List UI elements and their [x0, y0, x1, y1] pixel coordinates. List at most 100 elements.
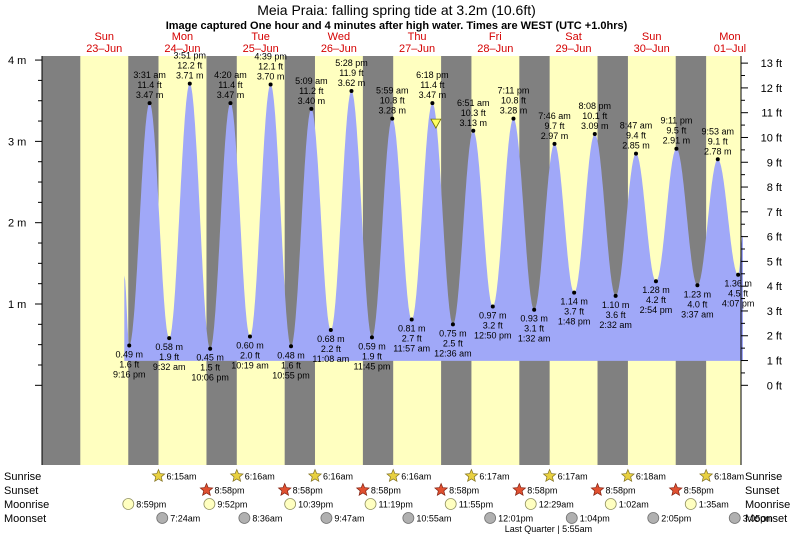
high-tide-time: 3:31 am: [133, 70, 166, 80]
moonset-icon: [647, 512, 660, 524]
low-tide-height-m: 1.28 m: [642, 285, 670, 295]
moonset-icon: [402, 512, 415, 524]
high-tide-time: 7:11 pm: [498, 86, 530, 96]
low-tide-height-ft: 1.9 ft: [159, 352, 180, 362]
high-tide-height-m: 3.47 m: [136, 90, 164, 100]
moonrise-time: 12:29am: [539, 500, 574, 510]
y-axis-left: 1 m 2 m 3 m 4 m: [8, 55, 43, 465]
y-tick-label-m: 1 m: [8, 299, 26, 311]
low-tide-time: 12:36 am: [434, 348, 472, 358]
low-tide-height-m: 1.36 m: [724, 279, 752, 289]
high-tide-time: 5:09 am: [295, 76, 328, 86]
y-tick-label-ft: 3 ft: [767, 306, 782, 318]
daylight-band: [80, 56, 129, 465]
row-label-left: Moonset: [4, 513, 46, 525]
high-tide-height-ft: 9.1 ft: [708, 136, 729, 146]
low-tide-time: 1:32 am: [518, 334, 551, 344]
day-date: 23–Jun: [86, 43, 122, 55]
y-tick-label-ft: 1 ft: [767, 356, 782, 368]
low-tide-height-ft: 2.0 ft: [240, 351, 261, 361]
sunset-icon: [355, 482, 370, 497]
low-tide-point: [572, 290, 577, 295]
moonrise-time: 1:35am: [699, 500, 729, 510]
high-tide-point: [715, 157, 720, 162]
low-tide-height-ft: 2.2 ft: [321, 344, 342, 354]
moonrise-icon: [524, 498, 537, 510]
low-tide-height-ft: 4.5 ft: [728, 289, 749, 299]
moonset-time: 3:05pm: [743, 514, 773, 524]
sunrise-icon: [620, 468, 635, 483]
high-tide-point: [592, 132, 597, 137]
low-tide-time: 10:55 pm: [272, 370, 310, 380]
day-date: 28–Jun: [477, 43, 513, 55]
day-date: 29–Jun: [555, 43, 591, 55]
high-tide-height-ft: 11.4 ft: [218, 80, 243, 90]
moonset-icon: [484, 512, 497, 524]
sunset-time: 8:58pm: [527, 486, 557, 496]
chart-title: Meia Praia: falling spring tide at 3.2m …: [257, 2, 536, 18]
moonrise-icon: [203, 498, 216, 510]
high-tide-height-m: 2.85 m: [622, 141, 650, 151]
high-tide-height-ft: 9.7 ft: [544, 121, 565, 131]
sunset-time: 8:58pm: [606, 486, 636, 496]
moonset-time: 8:36am: [252, 514, 282, 524]
y-axis-right: 0 ft 1 ft 2 ft 3 ft 4 ft 5 ft 6 ft 7 ft 8 ft 9 ft…: [740, 56, 782, 465]
high-tide-point: [349, 88, 354, 93]
moonrise-icon: [604, 498, 617, 510]
row-label-right: Moonset: [745, 513, 787, 525]
low-tide-height-m: 1.14 m: [560, 297, 588, 307]
low-tide-height-ft: 3.6 ft: [606, 310, 627, 320]
low-tide-height-ft: 2.7 ft: [402, 333, 423, 343]
y-tick-label-ft: 5 ft: [767, 256, 782, 268]
moonset-time: 7:24am: [170, 514, 200, 524]
low-tide-point: [409, 317, 414, 322]
sunset-time: 8:58pm: [371, 486, 401, 496]
high-tide-time: 6:18 pm: [416, 70, 449, 80]
high-tide-height-ft: 11.9 ft: [339, 68, 364, 78]
high-tide-height-m: 3.09 m: [581, 121, 609, 131]
low-tide-time: 2:54 pm: [640, 305, 673, 315]
moonrise-time: 10:39pm: [298, 500, 333, 510]
low-tide-height-m: 0.93 m: [520, 314, 548, 324]
sunset-icon: [668, 482, 683, 497]
day-name: Sat: [565, 31, 582, 43]
high-tide-point: [390, 116, 395, 121]
low-tide-point: [247, 334, 252, 339]
low-tide-point: [653, 279, 658, 284]
row-label-right: Sunrise: [745, 471, 782, 483]
low-tide-point: [490, 304, 495, 309]
y-tick-label-ft: 0 ft: [767, 380, 782, 392]
low-tide-time: 10:19 am: [231, 361, 269, 371]
y-tick-label-ft: 4 ft: [767, 281, 782, 293]
high-tide-time: 5:28 pm: [335, 58, 368, 68]
high-tide-height-ft: 11.4 ft: [420, 80, 445, 90]
high-tide-height-ft: 9.5 ft: [666, 126, 687, 136]
day-headers: Sun23–JunMon24–JunTue25–JunWed26–JunThu2…: [86, 31, 746, 55]
moonrise-time: 8:59pm: [136, 500, 166, 510]
low-tide-time: 11:57 am: [393, 343, 430, 353]
day-date: 25–Jun: [243, 43, 279, 55]
moonset-icon: [156, 512, 169, 524]
high-tide-point: [187, 81, 192, 86]
low-tide-point: [613, 293, 618, 298]
low-tide-time: 9:16 pm: [113, 369, 146, 379]
low-tide-point: [289, 344, 294, 349]
y-tick-label-ft: 13 ft: [761, 58, 782, 70]
high-tide-time: 9:53 am: [702, 126, 735, 136]
low-tide-height-ft: 3.7 ft: [564, 307, 585, 317]
moon-phase-label: Last Quarter | 5:55am: [505, 524, 592, 534]
low-tide-point: [328, 328, 333, 333]
high-tide-height-ft: 10.1 ft: [582, 111, 608, 121]
low-tide-time: 1:48 pm: [558, 317, 591, 327]
low-tide-height-m: 0.60 m: [236, 341, 264, 351]
low-tide-height-m: 1.23 m: [684, 289, 712, 299]
moonset-time: 2:05pm: [661, 514, 691, 524]
y-tick-label-ft: 12 ft: [761, 83, 782, 95]
low-tide-height-m: 0.49 m: [115, 349, 143, 359]
moonrise-time: 11:55pm: [459, 500, 493, 510]
y-tick-label-ft: 9 ft: [767, 157, 782, 169]
high-tide-height-m: 2.97 m: [541, 131, 569, 141]
high-tide-time: 7:46 am: [538, 111, 571, 121]
sunset-icon: [277, 482, 292, 497]
